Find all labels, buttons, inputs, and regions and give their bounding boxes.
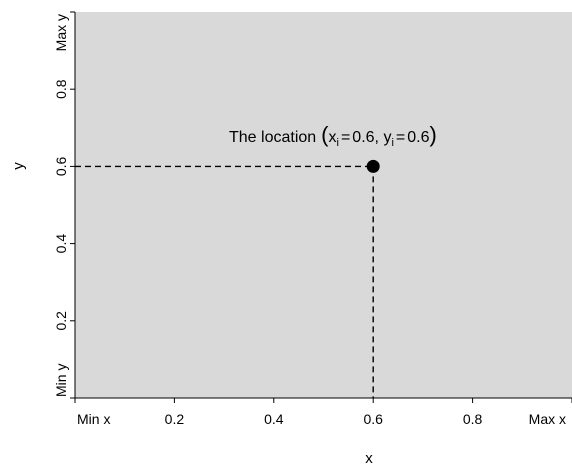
x-tick-label: 0.8 bbox=[463, 411, 483, 427]
annotation-y-equals: = bbox=[396, 129, 405, 146]
y-tick-label: 0.6 bbox=[53, 156, 69, 176]
annotation-x-equals: = bbox=[341, 129, 350, 146]
annotation-close-paren: ) bbox=[429, 122, 436, 147]
annotation-y-index: i bbox=[391, 137, 393, 149]
x-tick-label: Min x bbox=[77, 411, 110, 427]
guide-lines bbox=[75, 165, 374, 398]
annotation-prefix: The location bbox=[229, 129, 316, 146]
y-tick-label: 0.2 bbox=[53, 311, 69, 331]
annotation-x-value: 0.6 bbox=[352, 129, 374, 146]
annotation-comma: , bbox=[375, 129, 384, 146]
annotation-open-paren: ( bbox=[321, 122, 329, 147]
x-tick-label: Max x bbox=[529, 411, 566, 427]
y-tick-label: 0.4 bbox=[53, 234, 69, 254]
x-axis-ticks: Min x 0.2 0.4 0.6 0.8 Max x bbox=[74, 398, 572, 427]
y-tick-label: Max y bbox=[53, 14, 69, 51]
x-tick-label: 0.4 bbox=[264, 411, 284, 427]
y-tick-label: 0.8 bbox=[53, 79, 69, 99]
plot-background bbox=[75, 12, 572, 398]
annotation-y-var: y bbox=[383, 129, 391, 146]
location-point bbox=[366, 159, 380, 173]
annotation-x-index: i bbox=[337, 137, 339, 149]
data-points bbox=[366, 159, 380, 173]
location-annotation: The location (xi = 0.6, yi = 0.6) bbox=[229, 122, 437, 149]
y-tick-label: Min y bbox=[53, 364, 69, 397]
y-axis-title: y bbox=[10, 162, 27, 170]
annotation-y-value: 0.6 bbox=[407, 129, 429, 146]
annotation-x-var: x bbox=[329, 129, 337, 146]
x-axis-title: x bbox=[365, 450, 373, 467]
y-axis-ticks: Min y 0.2 0.4 0.6 0.8 Max y bbox=[53, 11, 75, 399]
x-tick-label: 0.2 bbox=[165, 411, 185, 427]
x-tick-label: 0.6 bbox=[363, 411, 383, 427]
